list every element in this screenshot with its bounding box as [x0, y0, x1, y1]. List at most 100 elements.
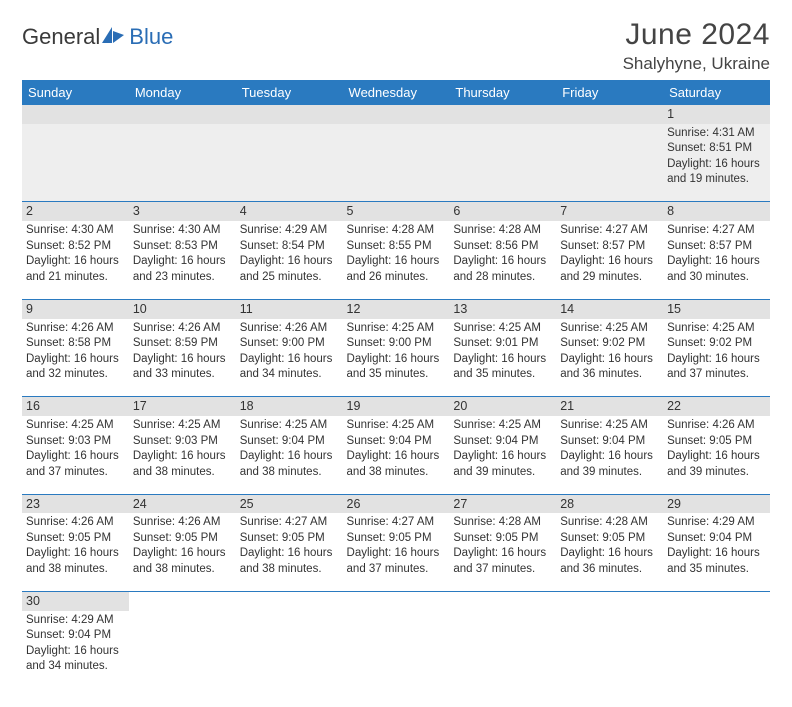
day-line: Sunrise: 4:28 AM: [347, 223, 446, 239]
day-line: Sunrise: 4:26 AM: [133, 515, 232, 531]
day-line: and 37 minutes.: [26, 465, 125, 481]
day-number-cell: 3: [129, 202, 236, 221]
day-cell: Sunrise: 4:27 AMSunset: 8:57 PMDaylight:…: [556, 221, 663, 299]
day-line: Sunrise: 4:25 AM: [26, 418, 125, 434]
day-cell: Sunrise: 4:26 AMSunset: 9:05 PMDaylight:…: [22, 513, 129, 591]
day-number-cell: 13: [449, 299, 556, 318]
day-cell: Sunrise: 4:28 AMSunset: 8:56 PMDaylight:…: [449, 221, 556, 299]
day-cell: Sunrise: 4:25 AMSunset: 9:01 PMDaylight:…: [449, 319, 556, 397]
day-number-cell: 23: [22, 494, 129, 513]
day-line: and 28 minutes.: [453, 270, 552, 286]
weekday-header-cell: Monday: [129, 80, 236, 105]
day-number-cell: 11: [236, 299, 343, 318]
day-line: and 34 minutes.: [26, 659, 125, 675]
day-line: and 37 minutes.: [347, 562, 446, 578]
day-cell: Sunrise: 4:27 AMSunset: 8:57 PMDaylight:…: [663, 221, 770, 299]
day-cell: Sunrise: 4:30 AMSunset: 8:52 PMDaylight:…: [22, 221, 129, 299]
day-cell: [129, 611, 236, 689]
day-cell: [449, 124, 556, 202]
day-number-cell: 18: [236, 397, 343, 416]
day-line: Sunset: 9:00 PM: [347, 336, 446, 352]
day-line: and 35 minutes.: [347, 367, 446, 383]
day-line: Sunset: 8:53 PM: [133, 239, 232, 255]
day-line: Sunset: 9:05 PM: [347, 531, 446, 547]
day-number-cell: 20: [449, 397, 556, 416]
day-line: and 39 minutes.: [453, 465, 552, 481]
day-number-cell: [449, 105, 556, 124]
day-cell: Sunrise: 4:25 AMSunset: 9:02 PMDaylight:…: [556, 319, 663, 397]
day-line: Sunset: 9:00 PM: [240, 336, 339, 352]
day-line: and 30 minutes.: [667, 270, 766, 286]
day-number-cell: 16: [22, 397, 129, 416]
day-number-cell: [556, 105, 663, 124]
day-line: Daylight: 16 hours: [667, 352, 766, 368]
day-line: Daylight: 16 hours: [347, 449, 446, 465]
day-line: Daylight: 16 hours: [667, 546, 766, 562]
day-cell: Sunrise: 4:28 AMSunset: 9:05 PMDaylight:…: [556, 513, 663, 591]
day-line: and 34 minutes.: [240, 367, 339, 383]
day-number-cell: 8: [663, 202, 770, 221]
day-line: and 23 minutes.: [133, 270, 232, 286]
day-number-cell: 24: [129, 494, 236, 513]
weekday-header-cell: Thursday: [449, 80, 556, 105]
day-line: Sunset: 9:05 PM: [240, 531, 339, 547]
day-line: and 32 minutes.: [26, 367, 125, 383]
day-cell: [663, 611, 770, 689]
weekday-header-cell: Saturday: [663, 80, 770, 105]
day-line: Sunrise: 4:27 AM: [240, 515, 339, 531]
day-line: Daylight: 16 hours: [667, 254, 766, 270]
day-line: and 35 minutes.: [667, 562, 766, 578]
day-line: Daylight: 16 hours: [240, 546, 339, 562]
day-line: Sunset: 9:04 PM: [453, 434, 552, 450]
day-line: Daylight: 16 hours: [26, 352, 125, 368]
day-line: and 36 minutes.: [560, 367, 659, 383]
day-number-cell: [22, 105, 129, 124]
day-cell: [343, 124, 450, 202]
sail-icon: [100, 25, 126, 50]
day-number-cell: 30: [22, 591, 129, 610]
weekday-header-cell: Friday: [556, 80, 663, 105]
day-line: and 38 minutes.: [133, 562, 232, 578]
day-line: Daylight: 16 hours: [26, 449, 125, 465]
month-title: June 2024: [623, 18, 770, 52]
day-line: Sunrise: 4:28 AM: [560, 515, 659, 531]
day-line: and 39 minutes.: [560, 465, 659, 481]
brand-part1: General: [22, 24, 100, 50]
day-number-cell: 22: [663, 397, 770, 416]
day-line: Sunset: 9:01 PM: [453, 336, 552, 352]
day-line: Daylight: 16 hours: [560, 546, 659, 562]
day-line: Sunrise: 4:30 AM: [26, 223, 125, 239]
weekday-header-cell: Tuesday: [236, 80, 343, 105]
day-cell: Sunrise: 4:26 AMSunset: 9:05 PMDaylight:…: [663, 416, 770, 494]
day-line: Sunrise: 4:25 AM: [453, 321, 552, 337]
day-line: and 36 minutes.: [560, 562, 659, 578]
day-line: Daylight: 16 hours: [667, 157, 766, 173]
day-line: Sunrise: 4:27 AM: [560, 223, 659, 239]
day-line: and 26 minutes.: [347, 270, 446, 286]
day-number-cell: [663, 591, 770, 610]
day-number-cell: 28: [556, 494, 663, 513]
day-line: Sunrise: 4:26 AM: [26, 321, 125, 337]
day-line: and 38 minutes.: [133, 465, 232, 481]
day-number-cell: 5: [343, 202, 450, 221]
day-line: Sunset: 8:57 PM: [560, 239, 659, 255]
day-number-cell: 17: [129, 397, 236, 416]
day-cell: Sunrise: 4:29 AMSunset: 9:04 PMDaylight:…: [663, 513, 770, 591]
day-number-cell: 27: [449, 494, 556, 513]
day-line: Sunrise: 4:26 AM: [667, 418, 766, 434]
day-cell: Sunrise: 4:25 AMSunset: 9:03 PMDaylight:…: [22, 416, 129, 494]
day-number-cell: 6: [449, 202, 556, 221]
day-line: Daylight: 16 hours: [667, 449, 766, 465]
day-line: Daylight: 16 hours: [453, 352, 552, 368]
day-number-row: 1: [22, 105, 770, 124]
day-line: Sunset: 9:04 PM: [667, 531, 766, 547]
day-line: Sunrise: 4:25 AM: [560, 418, 659, 434]
day-number-cell: [236, 591, 343, 610]
day-number-cell: [129, 591, 236, 610]
day-number-cell: 26: [343, 494, 450, 513]
day-line: Sunrise: 4:25 AM: [347, 321, 446, 337]
day-line: Sunrise: 4:30 AM: [133, 223, 232, 239]
day-line: Daylight: 16 hours: [133, 254, 232, 270]
day-cell: Sunrise: 4:25 AMSunset: 9:04 PMDaylight:…: [449, 416, 556, 494]
day-line: Sunset: 8:52 PM: [26, 239, 125, 255]
